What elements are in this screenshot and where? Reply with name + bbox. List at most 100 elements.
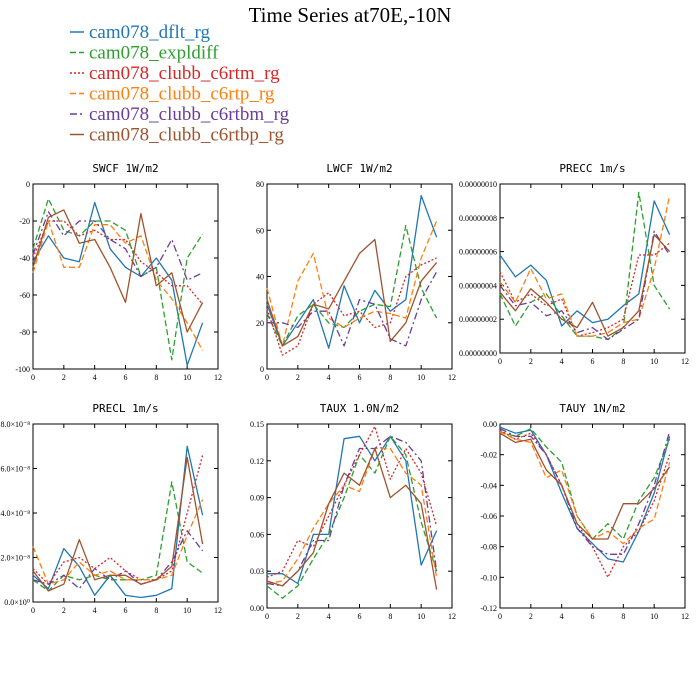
panel-title-5: TAUY 1N/m2 (559, 402, 625, 415)
legend-label-4: cam078_clubb_c6rtbm_rg (89, 104, 290, 125)
x-tick-label-0-6: 12 (214, 373, 222, 382)
series-line-5-0 (499, 426, 671, 563)
series-line-5-4 (499, 428, 671, 555)
y-tick-label-1-0: 0 (260, 365, 264, 374)
x-tick-label-4-3: 6 (358, 612, 362, 621)
legend-label-5: cam078_clubb_c6rtbp_rg (89, 125, 284, 146)
legend-label-2: cam078_clubb_c6rtm_rg (89, 63, 280, 84)
y-tick-label-5-3: -0.06 (480, 512, 497, 521)
y-tick-label-3-4: 8.0×10⁻⁸ (0, 420, 30, 429)
series-line-0-2 (32, 220, 204, 305)
series-line-3-1 (32, 481, 203, 592)
x-tick-label-4-1: 2 (296, 612, 300, 621)
x-tick-label-0-5: 10 (183, 373, 191, 382)
x-tick-label-5-3: 6 (591, 612, 595, 621)
y-tick-label-5-2: -0.04 (480, 481, 497, 490)
series-line-1-5 (266, 238, 438, 347)
y-tick-label-5-5: -0.10 (480, 573, 497, 582)
panel-title-3: PRECL 1m/s (92, 402, 158, 415)
legend-label-1: cam078_expldiff (89, 43, 219, 64)
y-tick-label-2-4: 0.00000008 (459, 214, 497, 223)
panel-4: TAUX 1.0N/m2 0 2 4 6 8 10 12 0.00 0.03 0.06 0.09 0.1… (250, 402, 456, 621)
y-tick-label-4-3: 0.09 (250, 494, 264, 503)
y-tick-label-1-3: 60 (256, 226, 264, 235)
series-line-4-0 (267, 435, 438, 585)
y-tick-label-4-1: 0.03 (250, 567, 264, 576)
series-line-4-5 (266, 447, 438, 590)
series-line-4-2 (266, 425, 438, 578)
x-tick-label-2-1: 2 (529, 357, 533, 366)
x-tick-label-4-0: 0 (265, 612, 269, 621)
x-tick-label-4-4: 8 (388, 612, 392, 621)
panel-0: SWCF 1W/m2 0 2 4 6 8 10 12 0 -20 -40 -60 -80 -100 (15, 162, 222, 382)
series-line-2-1 (499, 191, 671, 341)
x-tick-label-2-2: 4 (560, 357, 564, 366)
y-tick-label-2-5: 0.00000010 (459, 180, 497, 189)
x-tick-label-4-5: 10 (417, 612, 425, 621)
x-tick-label-5-5: 10 (650, 612, 658, 621)
y-tick-label-5-1: -0.02 (480, 451, 497, 460)
x-tick-label-0-3: 6 (124, 373, 128, 382)
panel-title-2: PRECC 1m/s (559, 162, 625, 175)
series-line-2-2 (499, 242, 670, 337)
series-line-0-3 (32, 220, 204, 351)
x-tick-label-0-0: 0 (31, 373, 35, 382)
x-tick-label-3-0: 0 (31, 606, 35, 615)
y-tick-label-0-5: -100 (15, 365, 30, 374)
x-tick-label-0-2: 4 (93, 373, 97, 382)
panel-3: PRECL 1m/s 0 2 4 6 8 10 12 0.0×10⁰ 2.0×10⁻⁸ 4.0×10… (0, 402, 222, 615)
panel-title-0: SWCF 1W/m2 (92, 162, 158, 175)
y-tick-label-3-1: 2.0×10⁻⁸ (0, 554, 30, 563)
y-tick-label-5-6: -0.12 (480, 604, 497, 613)
series-line-4-4 (266, 435, 438, 587)
x-tick-label-4-2: 4 (327, 612, 331, 621)
series-line-1-4 (267, 271, 438, 347)
series-line-5-1 (499, 427, 671, 540)
x-tick-label-1-3: 6 (358, 373, 362, 382)
panel-frame-5 (499, 423, 686, 609)
panel-1: LWCF 1W/m2 0 2 4 6 8 10 12 0 20 40 60 80 (256, 162, 456, 382)
series-line-3-3 (32, 499, 204, 585)
y-tick-label-5-0: 0.00 (483, 420, 497, 429)
x-tick-label-1-5: 10 (417, 373, 425, 382)
x-tick-label-2-0: 0 (498, 357, 502, 366)
series-line-1-1 (266, 224, 438, 347)
x-tick-label-1-1: 2 (296, 373, 300, 382)
figure-title: Time Series at70E,-10N (249, 3, 452, 27)
y-tick-label-2-2: 0.00000004 (459, 281, 497, 290)
x-tick-label-5-6: 12 (681, 612, 689, 621)
y-tick-label-0-1: -20 (19, 217, 30, 226)
y-tick-label-2-0: 0.00000000 (459, 349, 497, 358)
x-tick-label-5-0: 0 (498, 612, 502, 621)
x-tick-label-0-4: 8 (154, 373, 158, 382)
x-tick-label-1-4: 8 (388, 373, 392, 382)
y-tick-label-2-3: 0.00000006 (459, 248, 497, 257)
x-tick-label-0-1: 2 (62, 373, 66, 382)
x-tick-label-3-2: 4 (93, 606, 97, 615)
y-tick-label-4-0: 0.00 (250, 604, 264, 613)
y-tick-label-4-4: 0.12 (250, 457, 264, 466)
y-tick-label-3-3: 6.0×10⁻⁸ (0, 465, 30, 474)
y-tick-label-5-4: -0.08 (480, 543, 497, 552)
x-tick-label-5-4: 8 (621, 612, 625, 621)
x-tick-label-3-4: 8 (154, 606, 158, 615)
series-line-5-5 (499, 432, 671, 540)
panel-frame-4 (266, 423, 453, 609)
x-tick-label-4-6: 12 (448, 612, 456, 621)
series-line-4-3 (266, 447, 438, 585)
y-tick-label-0-2: -40 (19, 254, 30, 263)
series-line-2-0 (499, 200, 671, 327)
x-tick-label-2-5: 10 (650, 357, 658, 366)
series-line-5-2 (499, 429, 671, 578)
x-tick-label-2-6: 12 (681, 357, 689, 366)
y-tick-label-0-4: -80 (19, 328, 30, 337)
x-tick-label-2-3: 6 (591, 357, 595, 366)
y-tick-label-0-3: -60 (19, 291, 30, 300)
legend-label-0: cam078_dflt_rg (89, 22, 211, 43)
series-line-2-3 (499, 195, 671, 337)
series-line-1-2 (266, 257, 437, 356)
y-tick-label-1-1: 20 (256, 319, 264, 328)
series-line-4-1 (266, 435, 438, 599)
y-tick-label-1-2: 40 (256, 273, 264, 282)
